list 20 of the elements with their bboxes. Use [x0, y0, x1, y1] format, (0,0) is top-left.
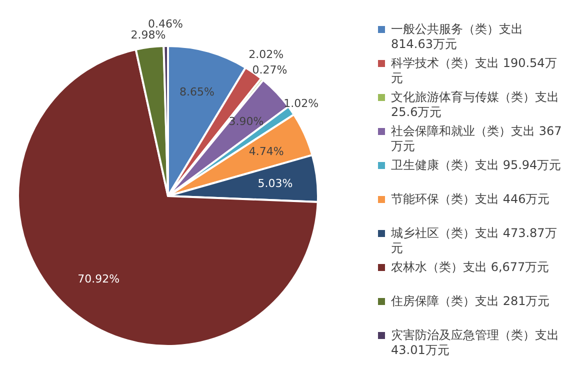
data-label: 0.46% — [148, 18, 183, 31]
data-label: 2.02% — [248, 48, 284, 62]
legend-label: 科学技术（类）支出 190.54万元 — [391, 56, 558, 86]
data-label: 2.98% — [130, 28, 166, 42]
legend-label: 文化旅游体育与传媒（类）支出 25.6万元 — [391, 90, 560, 120]
legend-label: 住房保障（类）支出 281万元 — [391, 294, 550, 309]
legend-label: 灾害防治及应急管理（类）支出 43.01万元 — [391, 328, 560, 358]
data-label: 4.74% — [248, 144, 284, 158]
legend-label: 农林水（类）支出 6,677万元 — [391, 260, 550, 275]
data-label: 5.03% — [258, 176, 293, 190]
legend-label: 节能环保（类）支出 446万元 — [391, 192, 550, 207]
data-label: 8.65% — [180, 85, 214, 98]
legend-label: 卫生健康（类）支出 95.94万元 — [391, 158, 562, 173]
data-label: 70.92% — [78, 272, 120, 286]
legend-label: 城乡社区（类）支出 473.87万元 — [391, 226, 558, 256]
data-label: 3.90% — [228, 115, 264, 128]
data-label: 1.02% — [284, 97, 319, 110]
data-label: 0.27% — [252, 63, 288, 76]
legend-label: 一般公共服务（类）支出 814.63万元 — [391, 22, 524, 52]
legend-label: 社会保障和就业（类）支出 367万元 — [391, 124, 563, 154]
